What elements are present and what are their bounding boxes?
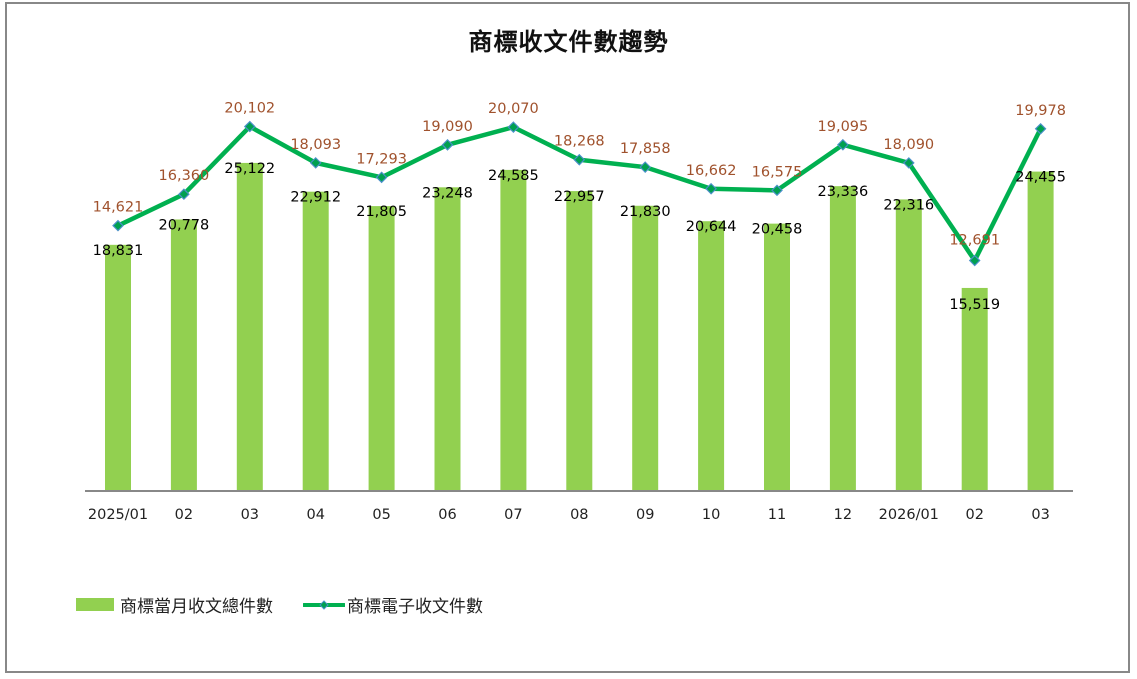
bar-value-label: 18,831 (93, 243, 144, 259)
x-tick-label: 03 (241, 507, 259, 523)
legend: 商標當月收文總件數 商標電子收文件數 (76, 592, 513, 617)
diamond-marker-icon (968, 254, 981, 267)
bar-value-label: 20,778 (159, 217, 210, 233)
x-tick-label: 2026/01 (879, 507, 939, 523)
line-value-label: 20,070 (488, 101, 539, 117)
diamond-marker-icon (112, 219, 124, 232)
x-tick-label: 11 (768, 507, 786, 523)
diamond-marker-icon (705, 182, 717, 195)
x-tick-label: 02 (965, 507, 983, 523)
diamond-marker-icon (309, 157, 322, 169)
bar-value-label: 25,122 (224, 161, 275, 177)
x-tick-label: 03 (1031, 507, 1049, 523)
bar-value-label: 22,316 (883, 197, 934, 213)
bar (105, 244, 131, 490)
diamond-marker-icon (639, 161, 652, 173)
line-value-label: 17,293 (356, 151, 407, 167)
bar (829, 186, 856, 490)
line-value-label: 12,691 (949, 233, 1000, 249)
diamond-marker-icon (375, 171, 388, 184)
line-marker-swatch-icon (303, 599, 345, 610)
x-tick-label: 12 (834, 507, 852, 523)
legend-label-total: 商標當月收文總件數 (120, 597, 273, 617)
diamond-marker-icon (243, 120, 256, 133)
bar-value-label: 22,957 (554, 189, 605, 205)
bar (961, 287, 988, 490)
bar (632, 205, 659, 490)
x-tick-label: 2025/01 (88, 507, 148, 523)
bar (368, 206, 395, 490)
bar-value-label: 20,458 (752, 222, 803, 238)
diamond-marker-icon (771, 184, 783, 197)
x-tick-label: 04 (306, 507, 324, 523)
bar (500, 169, 527, 490)
legend-item-electronic: 商標電子收文件數 (303, 592, 483, 617)
line-value-label: 16,360 (159, 168, 210, 184)
diamond-marker-icon (1034, 122, 1047, 135)
bar (698, 221, 725, 490)
bar (434, 187, 461, 490)
line-value-label: 18,268 (554, 134, 605, 150)
diamond-marker-icon (573, 153, 586, 166)
diamond-marker-icon (178, 188, 190, 201)
x-tick-label: 02 (175, 507, 193, 523)
chart-title: 商標收文件數趨勢 (468, 28, 669, 56)
diamond-marker-icon (507, 121, 520, 133)
bar (895, 199, 922, 490)
line-value-label: 20,102 (224, 101, 275, 117)
x-tick-label: 07 (504, 507, 522, 523)
bar-value-label: 21,805 (356, 204, 407, 220)
diamond-marker-icon (837, 138, 849, 151)
line-value-label: 19,095 (818, 119, 869, 135)
bar (566, 191, 593, 490)
bar-value-label: 24,585 (488, 168, 539, 184)
bar-value-label: 23,336 (818, 184, 869, 200)
line-value-label: 17,858 (620, 141, 671, 157)
x-tick-label: 05 (372, 507, 390, 523)
x-tick-label: 10 (702, 507, 720, 523)
bar (302, 191, 329, 490)
bar (236, 162, 263, 490)
line-value-label: 16,575 (752, 164, 803, 180)
bar-value-label: 22,912 (290, 190, 341, 206)
x-tick-label: 09 (636, 507, 654, 523)
bar (170, 219, 197, 490)
bar (764, 223, 790, 490)
bar-value-label: 15,519 (949, 297, 1000, 313)
line-value-label: 19,090 (422, 119, 473, 135)
line-value-label: 19,978 (1015, 103, 1066, 119)
line-value-label: 18,093 (290, 137, 341, 153)
bar-value-label: 20,644 (686, 219, 737, 235)
bar (1027, 171, 1054, 491)
x-tick-label: 06 (438, 507, 456, 523)
diamond-marker-icon (441, 139, 454, 151)
bar-value-label: 23,248 (422, 185, 473, 201)
x-tick-label: 08 (570, 507, 588, 523)
bar-swatch-icon (76, 598, 114, 611)
legend-label-electronic: 商標電子收文件數 (347, 597, 483, 617)
line-value-label: 18,090 (883, 137, 934, 153)
line-value-label: 14,621 (93, 200, 144, 216)
legend-item-total: 商標當月收文總件數 (76, 592, 273, 617)
bar-value-label: 24,455 (1015, 170, 1066, 186)
diamond-marker-icon (902, 157, 915, 169)
bar-value-label: 21,830 (620, 204, 671, 220)
line-value-label: 16,662 (686, 163, 737, 179)
